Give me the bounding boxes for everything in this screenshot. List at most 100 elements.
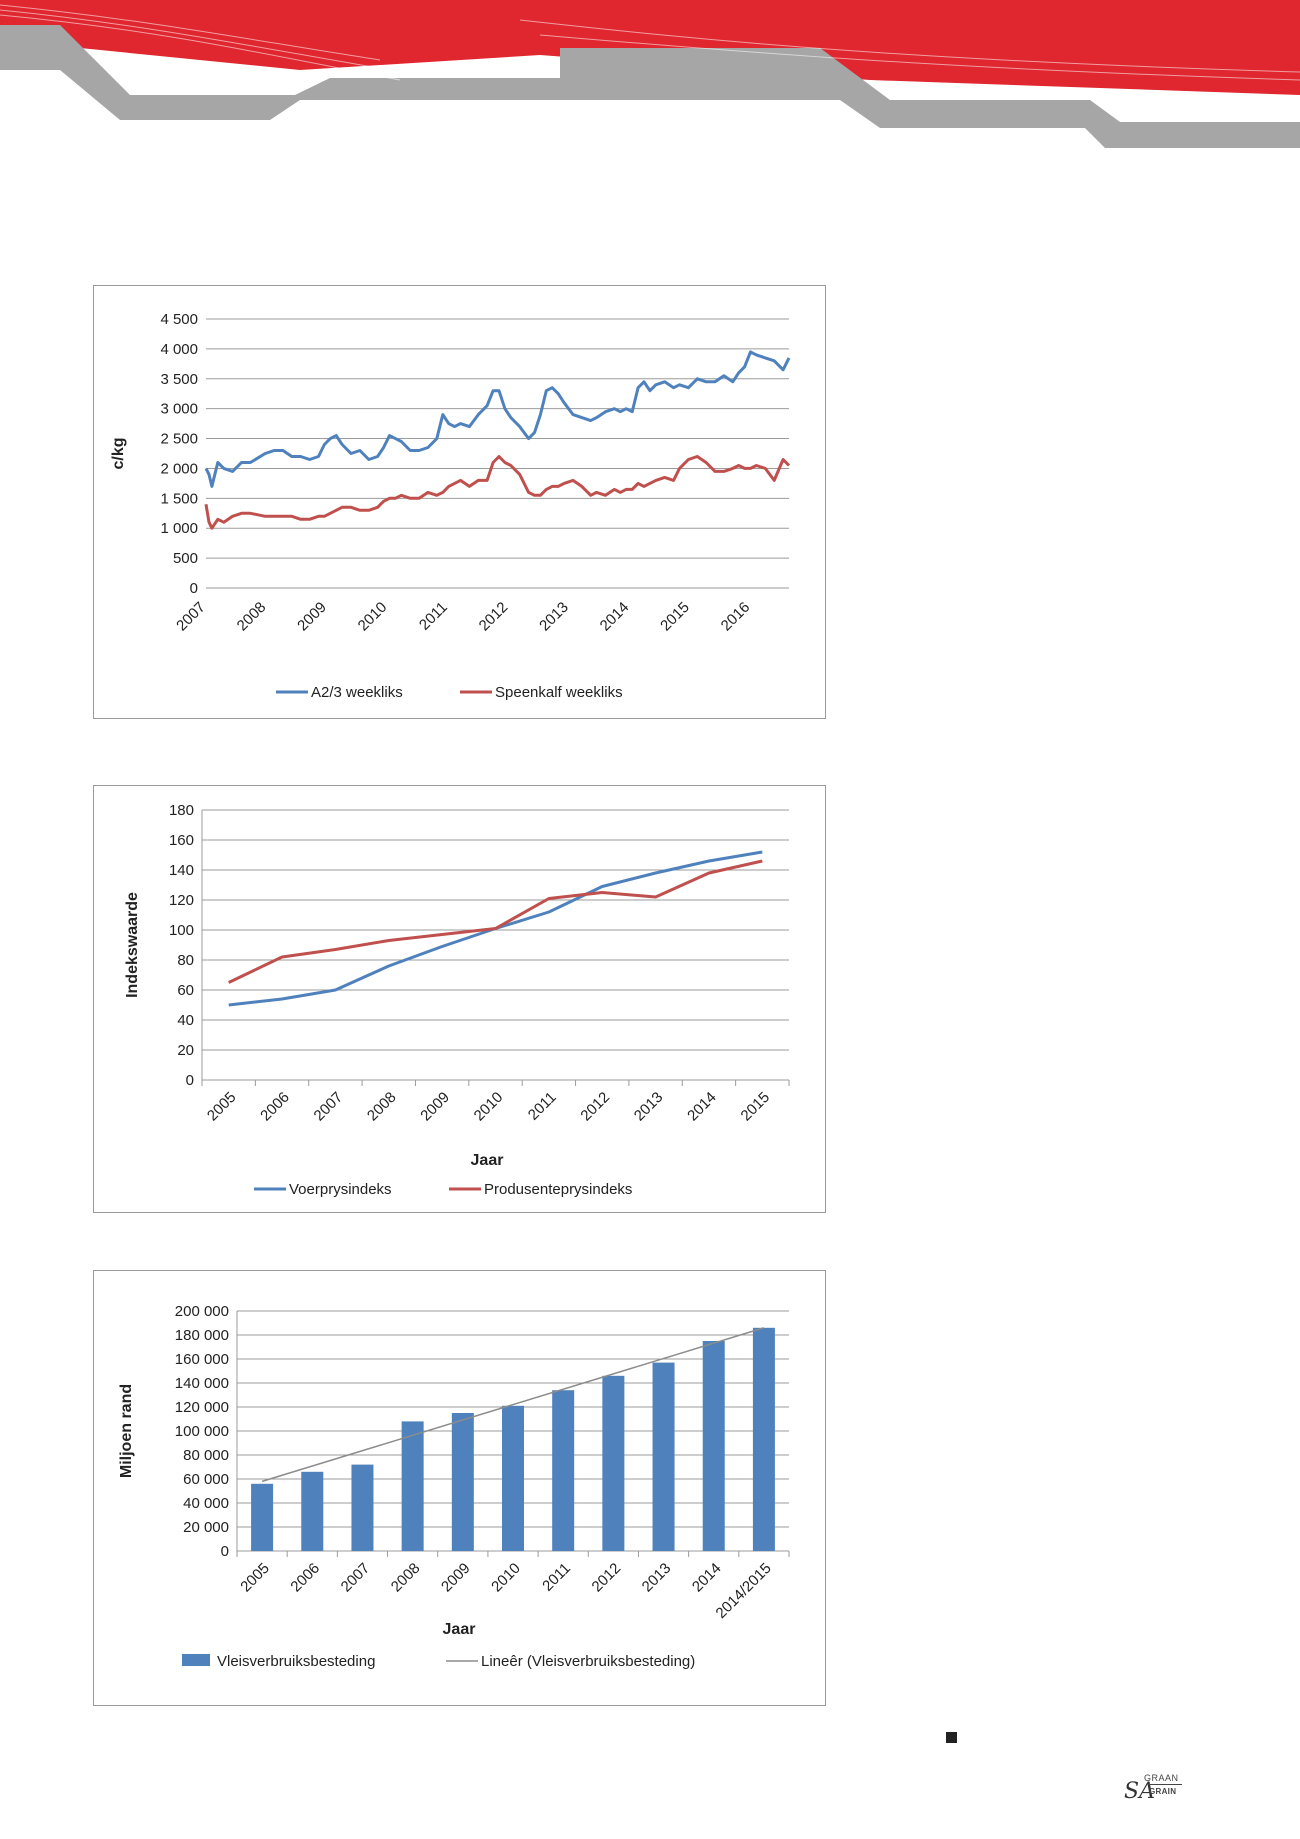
bar [702, 1341, 725, 1551]
chart-frame-3: 200 000 180 000 160 000 140 000 120 000 100 0… [93, 1270, 826, 1706]
series-line-1 [204, 350, 791, 488]
y-tick-label: 100 [169, 922, 194, 939]
y-tick-label: 140 000 [175, 1375, 229, 1392]
bar [502, 1405, 524, 1551]
bar [301, 1471, 324, 1551]
x-tick-label: 2015 [657, 599, 693, 635]
y-tick-label: 200 000 [175, 1303, 229, 1320]
x-tick-label: 2008 [364, 1089, 400, 1125]
y-tick-label: 80 000 [183, 1447, 229, 1464]
series-line-2 [228, 859, 763, 984]
x-tick-label: 2008 [388, 1560, 424, 1596]
x-tick-label: 2013 [536, 599, 572, 635]
logo-grain-text: GRAIN [1149, 1787, 1177, 1796]
x-axis-label: Jaar [443, 1621, 476, 1638]
chart-2-svg: 0 20 40 60 80 100 120 140 160 180 2005 2006 2007 2008… [124, 802, 790, 1198]
y-tick-label: 2 500 [160, 431, 198, 448]
x-tick-label: 2008 [234, 599, 270, 635]
legend-swatch [182, 1654, 210, 1666]
legend-label: A2/3 weekliks [311, 684, 403, 701]
x-tick-label: 2014 [597, 599, 633, 635]
y-tick-label: 3 500 [160, 371, 198, 388]
y-axis-label: Miljoen rand [118, 1384, 135, 1478]
y-tick-label: 160 [169, 832, 194, 849]
x-tick-label: 2011 [525, 1089, 560, 1124]
header-red-band [0, 0, 1300, 95]
y-tick-label: 60 000 [183, 1471, 229, 1488]
y-tick-label: 120 000 [175, 1399, 229, 1416]
chart-1-svg: 4 500 4 000 3 500 3 000 2 500 2 000 1 500 1 000… [110, 311, 791, 701]
trendline [261, 1327, 765, 1483]
x-tick-label: 2009 [294, 599, 330, 635]
y-tick-label: 140 [169, 862, 194, 879]
x-tick-label: 2014 [684, 1089, 720, 1125]
header-wave-lines [0, 4, 1300, 81]
y-tick-label: 0 [190, 580, 198, 597]
bar [652, 1362, 675, 1551]
x-tick-label: 2014/2015 [713, 1560, 775, 1622]
x-tick-label: 2005 [237, 1560, 273, 1596]
series-line-2 [204, 455, 791, 530]
y-tick-label: 180 [169, 802, 194, 819]
y-tick-label: 180 000 [175, 1327, 229, 1344]
chart-frame-1: 4 500 4 000 3 500 3 000 2 500 2 000 1 500 1 000… [93, 285, 826, 719]
legend-label: Voerprysindeks [289, 1181, 392, 1198]
x-tick-label: 2015 [738, 1089, 774, 1125]
y-tick-label: 40 [177, 1012, 194, 1029]
y-tick-label: 500 [173, 550, 198, 567]
y-tick-label: 4 000 [160, 341, 198, 358]
logo-graan-text: GRAAN [1144, 1773, 1179, 1783]
bar [602, 1375, 625, 1551]
x-tick-label: 2006 [287, 1560, 323, 1596]
x-tick-label: 2010 [471, 1089, 507, 1125]
y-tick-label: 20 000 [183, 1519, 229, 1536]
y-tick-label: 160 000 [175, 1351, 229, 1368]
legend-label: Speenkalf weekliks [495, 684, 623, 701]
y-tick-label: 0 [186, 1072, 194, 1089]
legend-label: Produsenteprysindeks [484, 1181, 632, 1198]
legend-label: Lineêr (Vleisverbruiksbesteding) [481, 1653, 695, 1670]
x-tick-label: 2010 [355, 599, 391, 635]
y-tick-label: 1 500 [160, 490, 198, 507]
legend-label: Vleisverbruiksbesteding [217, 1653, 375, 1670]
bar [552, 1390, 575, 1551]
logo-sa-text: SA [1124, 1779, 1155, 1804]
y-axis-label: c/kg [110, 437, 127, 469]
x-tick-label: 2009 [438, 1560, 474, 1596]
x-tick-label: 2007 [173, 599, 209, 635]
x-axis-label: Jaar [471, 1152, 504, 1169]
y-tick-label: 120 [169, 892, 194, 909]
x-tick-label: 2012 [476, 599, 512, 635]
y-tick-label: 60 [177, 982, 194, 999]
x-tick-label: 2012 [577, 1089, 613, 1125]
bar [251, 1483, 274, 1551]
header-grey-band-left [0, 25, 560, 120]
logo-divider [1148, 1784, 1182, 1785]
y-tick-label: 100 000 [175, 1423, 229, 1440]
y-tick-label: 40 000 [183, 1495, 229, 1512]
x-tick-label: 2007 [338, 1560, 374, 1596]
chart-3-svg: 200 000 180 000 160 000 140 000 120 000 100 0… [118, 1303, 790, 1670]
y-tick-label: 4 500 [160, 311, 198, 328]
x-tick-label: 2010 [488, 1560, 524, 1596]
bar [451, 1413, 474, 1551]
x-tick-label: 2013 [631, 1089, 667, 1125]
y-tick-label: 1 000 [160, 520, 198, 537]
sa-graan-logo: SA GRAAN GRAIN [1124, 1773, 1184, 1809]
header-grey-band-right [560, 48, 1300, 148]
x-tick-label: 2005 [204, 1089, 240, 1125]
page-header-banner [0, 0, 1300, 148]
x-tick-label: 2011 [416, 599, 451, 634]
x-tick-label: 2014 [689, 1560, 725, 1596]
y-tick-label: 80 [177, 952, 194, 969]
x-tick-label: 2009 [417, 1089, 453, 1125]
chart-frame-2: 0 20 40 60 80 100 120 140 160 180 2005 2006 2007 2008… [93, 785, 826, 1213]
bar [752, 1327, 775, 1551]
y-axis-label: Indekswaarde [124, 892, 141, 998]
x-tick-label: 2016 [718, 599, 754, 635]
bar [351, 1464, 374, 1551]
y-tick-label: 20 [177, 1042, 194, 1059]
x-tick-label: 2006 [257, 1089, 293, 1125]
x-tick-label: 2007 [311, 1089, 347, 1125]
y-tick-label: 3 000 [160, 401, 198, 418]
